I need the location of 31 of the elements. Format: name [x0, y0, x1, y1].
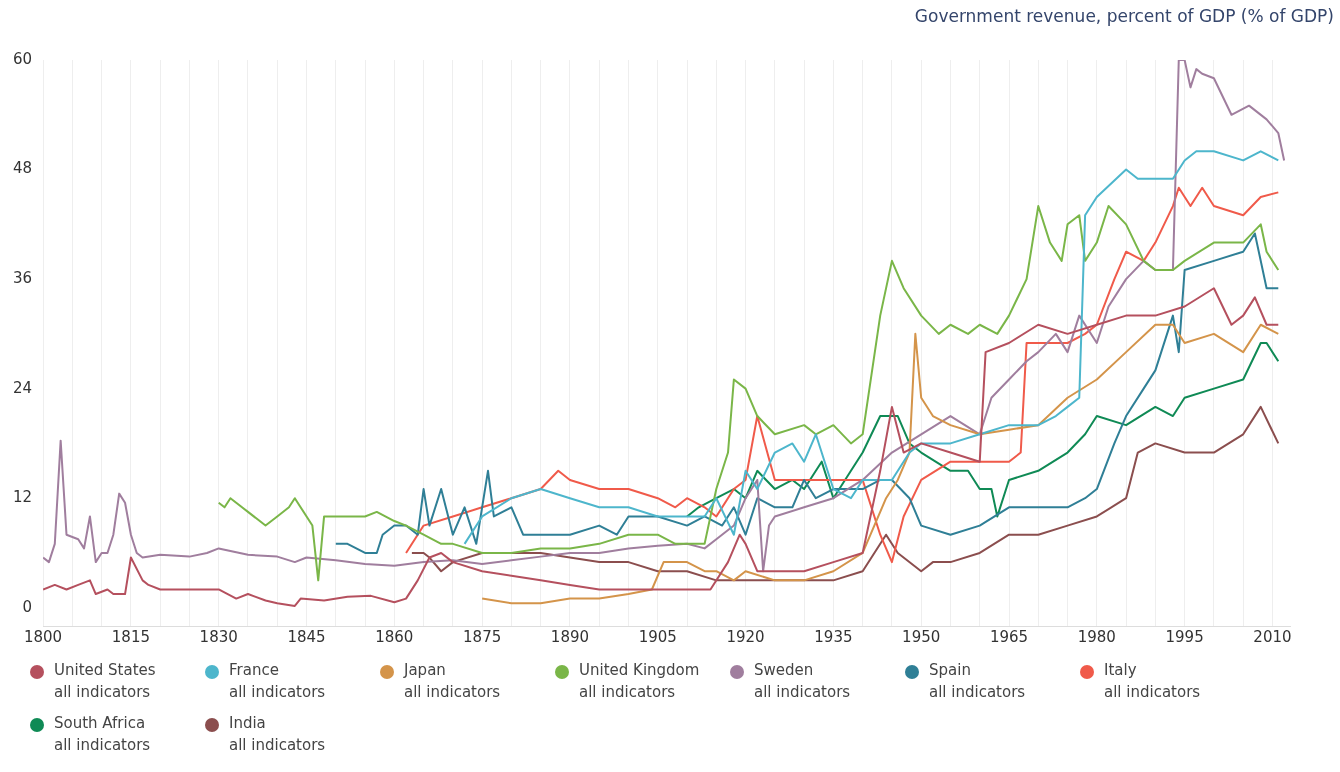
y-tick-label: 24 [12, 378, 33, 397]
x-tick-label: 1965 [989, 627, 1029, 646]
legend-label: Italy all indicators [1104, 660, 1201, 703]
x-tick-label: 1950 [902, 627, 941, 646]
legend-label: France all indicators [229, 660, 326, 703]
y-tick-label: 36 [12, 268, 33, 287]
chart-title: Government revenue, percent of GDP (% of GDP) [914, 6, 1334, 26]
x-tick-label: 1980 [1077, 627, 1116, 646]
legend-label: United Kingdom all indicators [579, 660, 700, 703]
x-tick-label: 1920 [726, 627, 765, 646]
legend-label: Sweden all indicators [754, 660, 851, 703]
x-tick-label: 1830 [199, 627, 238, 646]
x-tick-label: 1995 [1165, 627, 1204, 646]
legend-label: South Africa all indicators [54, 713, 151, 756]
x-tick-label: 1845 [287, 627, 326, 646]
legend-label: Japan all indicators [404, 660, 501, 703]
x-tick-label: 2010 [1253, 627, 1292, 646]
x-tick-label: 1935 [814, 627, 853, 646]
x-tick-label: 1890 [550, 627, 590, 646]
y-tick-label: 60 [12, 49, 33, 68]
x-tick-label: 1815 [111, 627, 150, 646]
legend-label: Spain all indicators [929, 660, 1026, 703]
x-tick-label: 1905 [638, 627, 677, 646]
x-tick-label: 1800 [23, 627, 63, 646]
y-tick-label: 12 [12, 488, 33, 507]
legend-label: United States all indicators [54, 660, 156, 703]
x-tick-label: 1875 [463, 627, 502, 646]
y-tick-label: 0 [22, 597, 33, 616]
x-tick-label: 1860 [375, 627, 414, 646]
y-tick-label: 48 [12, 159, 33, 178]
legend-label: India all indicators [229, 713, 326, 756]
